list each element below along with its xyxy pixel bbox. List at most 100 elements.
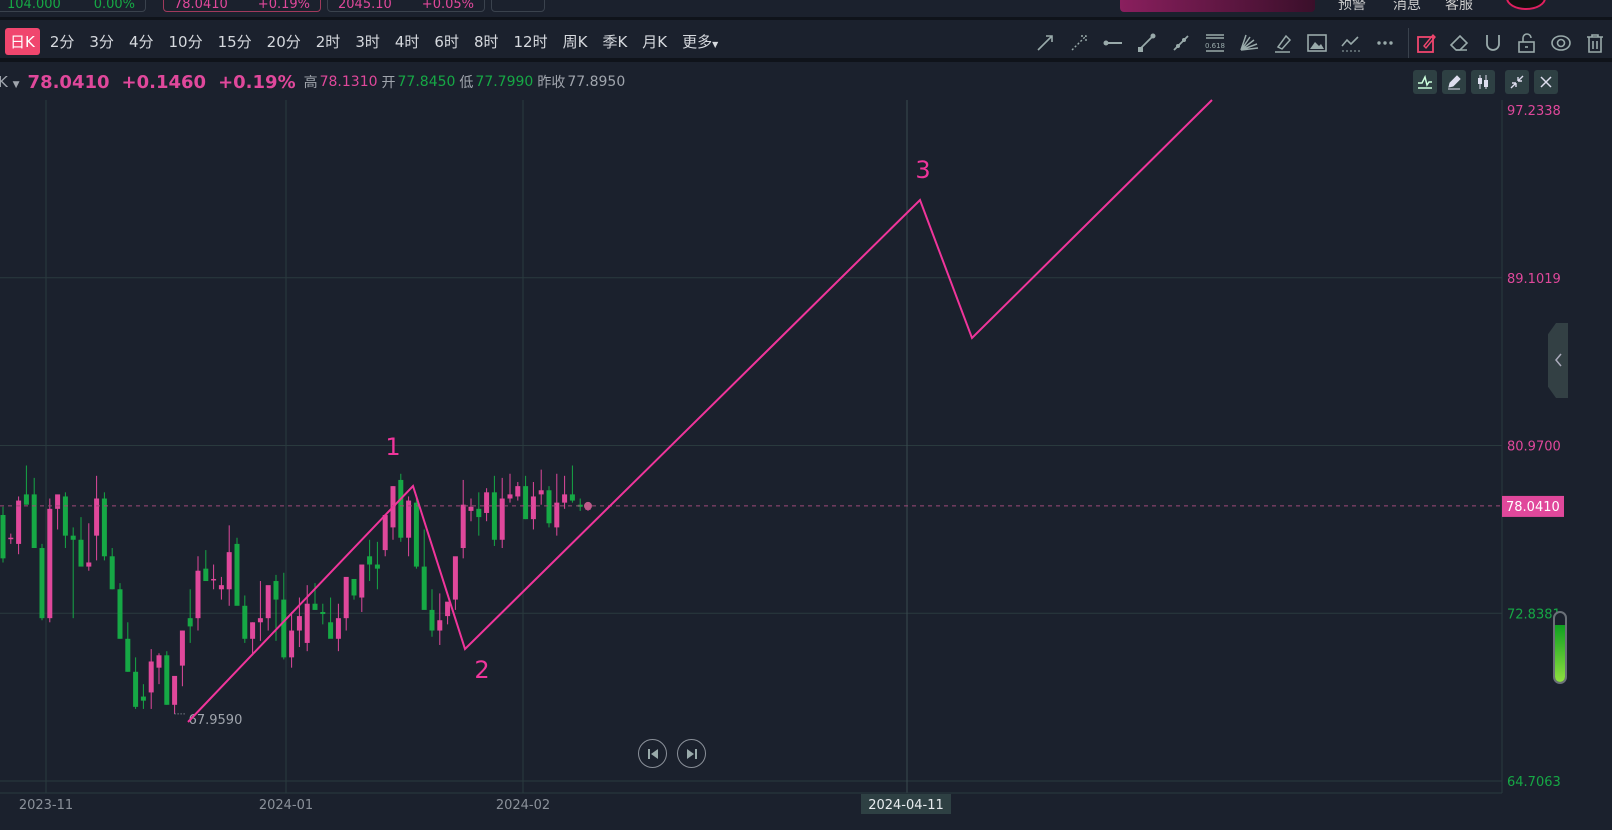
candle-body xyxy=(273,581,279,600)
period-tab[interactable]: 15分 xyxy=(217,32,252,51)
candle-body xyxy=(304,603,310,643)
candle-body xyxy=(289,630,295,658)
nav-alerts[interactable]: 预警 xyxy=(1338,0,1366,13)
period-tab[interactable]: 10分 xyxy=(168,32,203,51)
candle-body xyxy=(406,500,412,538)
period-tab[interactable]: 2分 xyxy=(49,32,75,51)
quote-card[interactable] xyxy=(491,0,545,12)
candle-body xyxy=(484,492,490,513)
extended-line-tool[interactable] xyxy=(1164,28,1198,58)
candle-style-button[interactable] xyxy=(1471,70,1495,94)
candle-body xyxy=(250,622,256,639)
trash-icon xyxy=(1587,34,1603,53)
collapse-button[interactable] xyxy=(1505,70,1529,94)
indicator-button[interactable] xyxy=(1413,70,1437,94)
candle-body xyxy=(0,515,6,559)
candle-body xyxy=(445,601,451,617)
eye-tool[interactable] xyxy=(1544,28,1578,58)
candle-body xyxy=(8,537,14,540)
trash-tool[interactable] xyxy=(1578,28,1612,58)
plot-area xyxy=(0,100,1502,793)
drawing-button[interactable] xyxy=(1442,70,1466,94)
quote-card[interactable]: 78.0410 +0.19% xyxy=(163,0,321,12)
open-label: 开 xyxy=(381,75,396,91)
candle-body xyxy=(211,578,217,581)
candle-body xyxy=(538,490,544,495)
candle-body xyxy=(125,638,131,672)
candle-body xyxy=(523,486,529,520)
card-price: 104.000 xyxy=(7,0,61,12)
period-tab[interactable]: 2时 xyxy=(315,32,341,51)
candle-body xyxy=(328,622,334,639)
highlighter-tool[interactable] xyxy=(1266,28,1300,58)
candle-body xyxy=(452,556,458,600)
fibonacci-tool[interactable]: 0.618 xyxy=(1198,28,1232,58)
period-tab[interactable]: 6时 xyxy=(434,32,459,51)
price-tick-label: 80.9700 xyxy=(1507,440,1561,455)
draw-mode-icon xyxy=(1416,33,1436,53)
collapse-icon xyxy=(1510,75,1524,89)
eraser-tool[interactable] xyxy=(1442,28,1476,58)
promo-banner[interactable] xyxy=(1120,0,1315,12)
period-tab[interactable]: 4分 xyxy=(128,32,154,51)
candle-body xyxy=(117,589,123,639)
wave-label: 3 xyxy=(915,156,930,184)
card-price: 78.0410 xyxy=(174,0,228,12)
period-tab[interactable]: 日K xyxy=(5,27,40,55)
arrow-line-tool[interactable] xyxy=(1028,28,1062,58)
nav-support[interactable]: 客服 xyxy=(1445,0,1473,13)
period-tab[interactable]: 20分 xyxy=(266,32,301,51)
quote-card[interactable]: 2045.10 +0.05% xyxy=(327,0,485,12)
period-tab[interactable]: 月K xyxy=(642,32,668,51)
candle-body xyxy=(257,618,263,623)
candle-body xyxy=(47,508,53,619)
segment-tool[interactable] xyxy=(1130,28,1164,58)
candle-body xyxy=(569,494,575,501)
candle-body xyxy=(530,496,536,520)
time-tick-label: 2024-01 xyxy=(259,798,313,813)
candle-body xyxy=(140,696,146,701)
period-tab[interactable]: 3时 xyxy=(355,32,380,51)
more-tool[interactable] xyxy=(1368,28,1402,58)
candle-body xyxy=(203,568,209,582)
candle-body xyxy=(554,502,560,528)
period-tab[interactable]: 12时 xyxy=(513,32,548,51)
skip-forward-icon xyxy=(686,748,697,759)
period-tab[interactable]: 3分 xyxy=(89,32,114,51)
image-tool[interactable] xyxy=(1300,28,1334,58)
period-tab[interactable]: 8时 xyxy=(473,32,499,51)
candle-body xyxy=(23,494,29,505)
pattern-tool[interactable] xyxy=(1334,28,1368,58)
candle-body xyxy=(265,585,271,619)
period-tab[interactable]: 季K xyxy=(602,32,628,51)
horizontal-line-icon xyxy=(1103,40,1122,46)
dotted-arrow-tool[interactable] xyxy=(1062,28,1096,58)
close-button[interactable] xyxy=(1534,70,1558,94)
candle-body xyxy=(460,504,466,549)
time-tick-label: 2023-11 xyxy=(19,798,73,813)
volume-gauge[interactable] xyxy=(1553,611,1567,684)
jump-start-button[interactable] xyxy=(638,739,667,768)
period-tab[interactable]: 更多▼ xyxy=(677,28,723,55)
low-value: 77.7990 xyxy=(475,74,534,90)
draw-mode-tool[interactable] xyxy=(1408,28,1442,58)
min-price-label: 67.9590 xyxy=(189,713,243,728)
period-tab[interactable]: 4时 xyxy=(394,32,420,51)
horizontal-line-tool[interactable] xyxy=(1096,28,1130,58)
fan-tool[interactable] xyxy=(1232,28,1266,58)
unlock-tool[interactable] xyxy=(1510,28,1544,58)
nav-messages[interactable]: 消息 xyxy=(1393,0,1421,13)
avatar[interactable] xyxy=(1506,0,1546,10)
candle-body xyxy=(234,543,240,606)
symbol-selector[interactable]: K ▼ xyxy=(0,73,20,91)
candle-body xyxy=(468,506,474,511)
side-panel-toggle[interactable] xyxy=(1548,323,1568,398)
period-tab[interactable]: 周K xyxy=(562,32,588,51)
jump-end-button[interactable] xyxy=(677,739,706,768)
quote-card[interactable]: 104.000 0.00% xyxy=(0,0,146,12)
candle-body xyxy=(218,585,224,590)
candle-body xyxy=(413,502,419,567)
price-change-pct: +0.19% xyxy=(218,71,296,93)
magnet-tool[interactable] xyxy=(1476,28,1510,58)
